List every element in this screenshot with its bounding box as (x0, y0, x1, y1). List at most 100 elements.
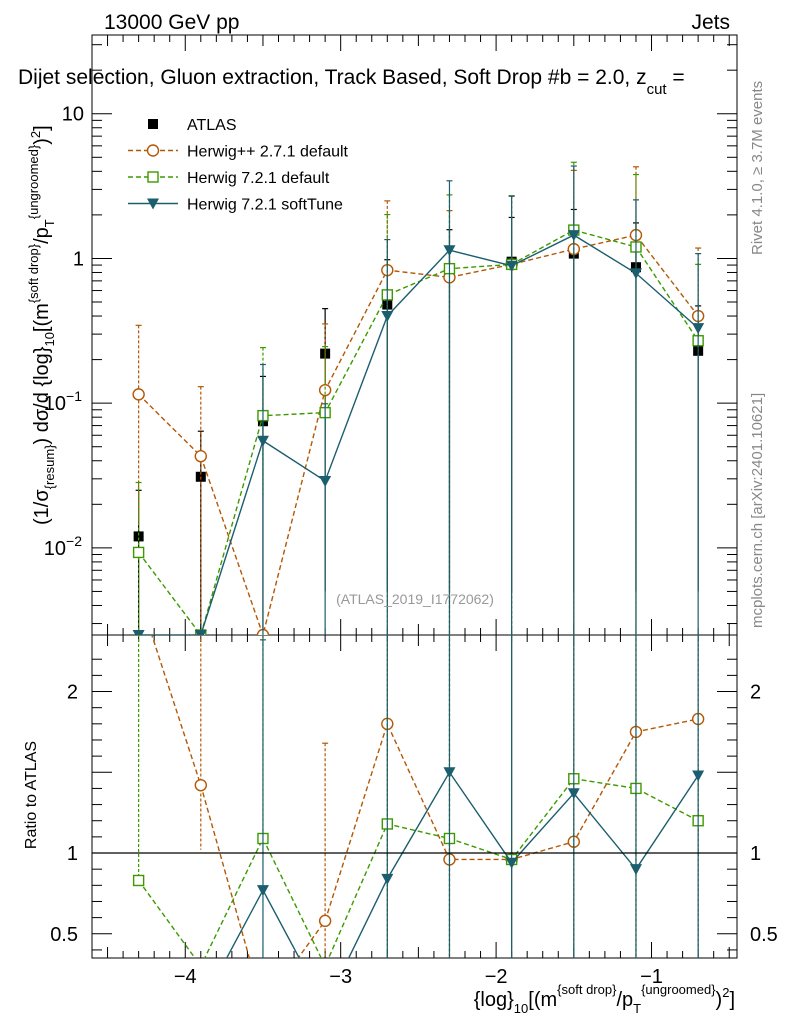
xlabel-sup-2: 2 (722, 985, 729, 1000)
data-point (132, 388, 145, 401)
data-point (381, 873, 394, 885)
xlabel-part-d: ) (716, 989, 723, 1011)
data-point (443, 767, 456, 779)
legend: ATLAS Herwig++ 2.7.1 default Herwig 7.2.1 … (128, 117, 349, 214)
data-point (692, 770, 705, 782)
data-point (629, 864, 642, 876)
y-tick-base: 10 (44, 393, 66, 415)
xlabel-part-b: [(m (528, 989, 557, 1011)
ylabel-sup-ungroomed: {ungroomed} (26, 144, 41, 219)
rivet-label: Rivet 4.1.0, ≥ 3.7M events (749, 81, 766, 255)
legend-label: Herwig 7.2.1 default (187, 170, 330, 187)
legend-item-herwigpp: Herwig++ 2.7.1 default (128, 144, 349, 161)
data-point (132, 630, 145, 635)
series-herwig721 (132, 161, 704, 635)
energy-label: 13000 GeV pp (104, 11, 239, 34)
y-tick-label: 1 (73, 248, 84, 270)
category-label: Jets (691, 11, 730, 34)
data-point (256, 885, 269, 897)
series-line (138, 229, 699, 635)
data-point (567, 788, 580, 800)
xlabel-part-e: ] (729, 989, 735, 1011)
mcplots-label: mcplots.cern.ch [arXiv:2401.10621] (749, 393, 766, 628)
y-tick-label: 10−1 (44, 388, 82, 415)
data-point (692, 323, 705, 335)
y-tick-label: 10 (62, 104, 84, 126)
selection-main: Dijet selection, Gluon extraction, Track… (18, 66, 647, 89)
data-point (257, 1001, 268, 1012)
series-line (225, 770, 699, 958)
series-line (138, 777, 699, 958)
legend-marker (147, 198, 159, 210)
data-point (318, 383, 332, 397)
y-tick-exp: −2 (66, 533, 82, 549)
xlabel-sup-ungroomed: {ungroomed} (641, 982, 716, 997)
ylabel-sup-softdrop: {soft drop} (26, 243, 41, 303)
series-herwigpp (151, 635, 705, 1012)
x-tick-label: −1 (640, 966, 663, 988)
data-point (318, 914, 332, 928)
data-point (319, 475, 332, 487)
data-point (443, 245, 456, 257)
analysis-id: (ATLAS_2019_I1772062) (336, 591, 494, 607)
ylabel-sup-2: 2 (28, 131, 43, 138)
ylabel-sub-t: T (42, 219, 57, 227)
x-tick-label: −3 (329, 966, 352, 988)
main-y-axis-label: (1/σ{resum}) dσ/d {log}10[(m{soft drop}/… (26, 125, 57, 525)
legend-marker (147, 171, 159, 183)
ratio-panel-frame (91, 634, 738, 959)
legend-label: Herwig 7.2.1 softTune (187, 197, 343, 214)
data-point (505, 857, 518, 869)
data-point (194, 630, 207, 635)
data-point (256, 435, 269, 447)
y-tick-label-right: 0.5 (750, 924, 778, 946)
xlabel-sup-softdrop: {soft drop} (557, 982, 617, 997)
data-point (132, 546, 145, 559)
y-tick-label-right: 2 (750, 682, 761, 704)
data-point (567, 230, 580, 242)
legend-marker (148, 119, 158, 129)
data-point (133, 531, 144, 542)
selection-title: Dijet selection, Gluon extraction, Track… (18, 66, 685, 98)
ylabel-sub-resum: {resum} (42, 444, 57, 489)
data-point (196, 961, 206, 971)
series-line (138, 234, 699, 635)
y-tick-label: 1 (67, 843, 78, 865)
series-herwig721 (132, 635, 704, 971)
selection-sub: cut (647, 81, 668, 98)
y-tick-label: 10−2 (44, 533, 82, 560)
data-point (133, 1001, 145, 1012)
y-tick-label: 2 (67, 682, 78, 704)
legend-label: ATLAS (187, 117, 237, 134)
xlabel-sub-10: 10 (514, 1001, 528, 1016)
x-axis-label: {log}10[(m{soft drop}/pT{ungroomed})2] (474, 982, 735, 1016)
selection-tail: = (667, 66, 685, 89)
y-tick-base: 10 (44, 538, 66, 560)
y-tick-exp: −1 (66, 388, 82, 404)
legend-item-data: ATLAS (148, 117, 237, 134)
legend-label: Herwig++ 2.7.1 default (187, 144, 349, 161)
series-line (138, 234, 699, 635)
y-tick-base: 1 (73, 248, 84, 270)
data-point (194, 778, 207, 792)
legend-item-herwig721: Herwig 7.2.1 default (128, 170, 330, 187)
data-point (505, 260, 518, 272)
xlabel-sub-t: T (633, 1001, 641, 1016)
main-plot-area (132, 161, 705, 635)
ratio-plot-area (132, 635, 705, 1012)
xlabel-part-c: /p (616, 989, 633, 1011)
x-tick-label: −2 (485, 966, 508, 988)
data-point (381, 311, 394, 323)
ratio-plot-clip-group (132, 635, 705, 1012)
ylabel-part-a: (1/σ (31, 489, 53, 525)
data-point (319, 1001, 331, 1012)
series-softtune (132, 165, 705, 635)
data-point (195, 1001, 207, 1012)
data-point (132, 874, 145, 887)
data-point (629, 268, 642, 280)
ratio-axis-ticks: −4 −3 −2 −1 0.5 0.5 1 1 2 2 (50, 635, 778, 988)
y-tick-label: 0.5 (50, 924, 78, 946)
ylabel-part-b: ) dσ/d {log} (31, 346, 53, 444)
